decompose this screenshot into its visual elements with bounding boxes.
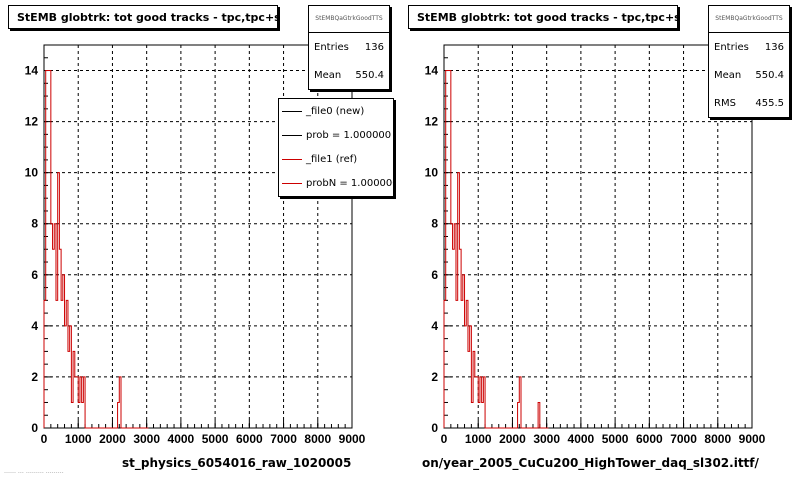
legend-line-swatch: [282, 110, 302, 112]
x-tick-label: 8000: [704, 432, 731, 446]
legend-line-swatch: [282, 158, 302, 160]
x-tick-label: 2000: [99, 432, 126, 446]
stats-box: StEMBQaGtrkGoodTTS Entries 136 Mean 550.…: [708, 5, 790, 118]
stats-label: RMS: [714, 97, 736, 109]
x-tick-label: 5000: [602, 432, 629, 446]
x-tick-label: 9000: [339, 432, 366, 446]
x-tick-label: 7000: [670, 432, 697, 446]
y-tick-label: 12: [425, 115, 439, 129]
stats-box: StEMBQaGtrkGoodTTS Entries 136 Mean 550.…: [308, 5, 390, 90]
histogram-plot-right: 0 1000 2000 3000 4000 5000 6000 7000 8000 9000 0 2 4…: [425, 44, 766, 446]
x-tick-label: 2000: [499, 432, 526, 446]
x-tick-label: 6000: [236, 432, 263, 446]
stats-box-title: StEMBQaGtrkGoodTTS: [709, 6, 789, 33]
x-tick-label: 5000: [202, 432, 229, 446]
histogram-series-line: [43, 70, 149, 429]
legend-entry-probn: probN = 1.000000: [279, 171, 393, 195]
legend-box: _file0 (new) prob = 1.000000 _file1 (ref…: [278, 98, 394, 197]
x-tick-label: 4000: [568, 432, 595, 446]
x-tick-label: 3000: [133, 432, 160, 446]
legend-entry-file0: _file0 (new): [279, 99, 393, 123]
x-tick-label: 7000: [270, 432, 297, 446]
y-tick-label: 6: [431, 268, 438, 282]
stats-label: Mean: [714, 69, 742, 81]
y-tick-label: 6: [31, 268, 38, 282]
stats-row-rms: RMS 455.5: [709, 89, 789, 117]
x-tick-label: 0: [41, 432, 48, 446]
histogram-series-line: [443, 70, 549, 429]
legend-label: probN = 1.000000: [306, 177, 394, 189]
stats-label: Mean: [314, 69, 342, 81]
stats-row-mean: Mean 550.4: [309, 61, 389, 89]
y-tick-label: 8: [431, 217, 438, 231]
histogram-panel-right: 0 1000 2000 3000 4000 5000 6000 7000 8000 9000 0 2 4…: [400, 0, 800, 480]
y-tick-label: 2: [431, 370, 438, 384]
x-tick-label: 0: [441, 432, 448, 446]
x-tick-label: 1000: [465, 432, 492, 446]
legend-line-swatch: [282, 134, 302, 136]
stats-box-title: StEMBQaGtrkGoodTTS: [309, 6, 389, 33]
panel-title: StEMB globtrk: tot good tracks - tpc,tpc…: [408, 5, 678, 29]
footer-note: …… … ……… ………: [4, 468, 64, 475]
y-tick-label: 2: [31, 370, 38, 384]
legend-label: _file1 (ref): [306, 153, 358, 165]
stats-value: 550.4: [355, 69, 384, 81]
stats-row-mean: Mean 550.4: [709, 61, 789, 89]
plot-frame: [443, 44, 753, 429]
stats-row-entries: Entries 136: [309, 33, 389, 61]
legend-entry-file1: _file1 (ref): [279, 147, 393, 171]
legend-label: prob = 1.000000: [306, 129, 392, 141]
stats-value: 455.5: [755, 97, 784, 109]
legend-entry-prob: prob = 1.000000: [279, 123, 393, 147]
x-tick-label: 1000: [65, 432, 92, 446]
legend-label: _file0 (new): [306, 105, 365, 117]
histogram-plot-left: 0 1000 2000 3000 4000 5000 6000 7000 8000 9000 0 2 4…: [25, 44, 366, 446]
x-tick-label: 6000: [636, 432, 663, 446]
y-tick-label: 8: [31, 217, 38, 231]
y-tick-label: 4: [31, 319, 38, 333]
x-tick-label: 3000: [533, 432, 560, 446]
y-tick-label: 0: [431, 421, 438, 435]
y-tick-label: 14: [425, 64, 439, 78]
x-tick-label: 9000: [739, 432, 766, 446]
x-tick-label: 8000: [304, 432, 331, 446]
x-tick-label: 4000: [168, 432, 195, 446]
stats-row-entries: Entries 136: [709, 33, 789, 61]
y-tick-label: 10: [25, 166, 39, 180]
file-name-label: st_physics_6054016_raw_1020005: [122, 456, 352, 470]
stats-value: 136: [764, 41, 784, 53]
stats-value: 550.4: [755, 69, 784, 81]
histogram-panel-left: 0 1000 2000 3000 4000 5000 6000 7000 8000 9000 0 2 4…: [4, 5, 394, 475]
legend-line-swatch: [282, 182, 302, 184]
stats-value: 136: [364, 41, 384, 53]
y-tick-label: 14: [25, 64, 39, 78]
y-tick-label: 10: [425, 166, 439, 180]
y-tick-label: 12: [25, 115, 39, 129]
y-tick-label: 4: [431, 319, 438, 333]
file-name-label: on/year_2005_CuCu200_HighTower_daq_sl302…: [422, 456, 759, 470]
stats-label: Entries: [714, 41, 749, 53]
y-tick-label: 0: [31, 421, 38, 435]
stats-label: Entries: [314, 41, 349, 53]
panel-title: StEMB globtrk: tot good tracks - tpc,tpc…: [8, 5, 278, 29]
